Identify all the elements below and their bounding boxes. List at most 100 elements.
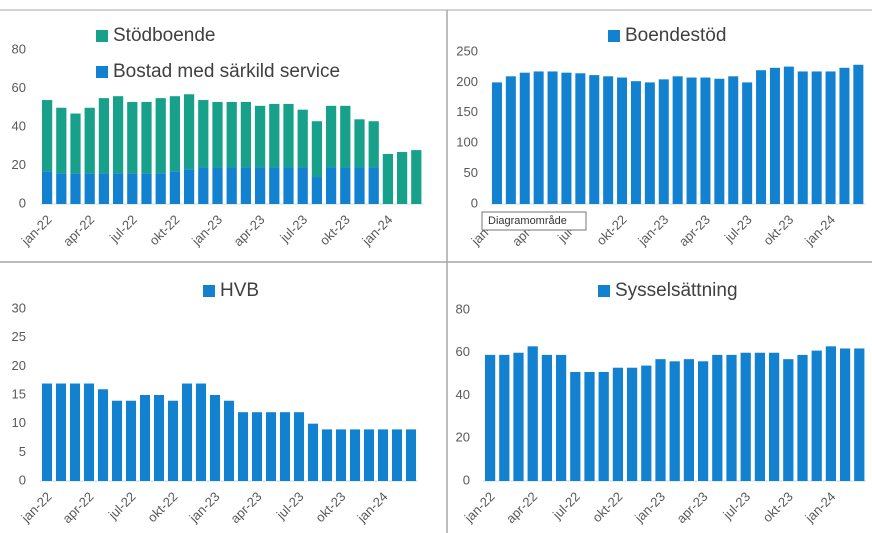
- bar: [783, 66, 794, 204]
- x-tick-label: okt-22: [589, 489, 625, 525]
- bar: [41, 383, 53, 481]
- bar: [405, 429, 417, 481]
- x-tick-label: okt-22: [144, 489, 180, 525]
- bar: [411, 150, 422, 204]
- bar: [853, 64, 864, 204]
- bar: [307, 423, 319, 481]
- bar: [672, 76, 683, 204]
- bar: [155, 98, 166, 174]
- bar: [825, 346, 837, 481]
- y-tick-label: 10: [12, 415, 26, 430]
- bar: [112, 173, 124, 204]
- bar: [98, 173, 110, 204]
- bar: [686, 77, 697, 204]
- bar: [70, 113, 81, 174]
- bar: [570, 371, 581, 481]
- bar: [519, 72, 530, 204]
- tooltip-box: [481, 211, 587, 231]
- y-tick-label: 80: [12, 41, 26, 56]
- bar: [555, 354, 567, 481]
- bar: [754, 352, 766, 481]
- x-tick-label: jan-22: [18, 489, 55, 526]
- bar: [69, 383, 81, 481]
- bar: [141, 101, 152, 174]
- bar: [41, 100, 53, 172]
- bar: [340, 167, 351, 204]
- bar: [195, 383, 207, 481]
- bar: [283, 103, 294, 168]
- y-tick-label: 250: [456, 43, 478, 58]
- y-tick-label: 15: [12, 386, 26, 401]
- bar: [141, 173, 152, 204]
- x-tick-label: apr-23: [673, 489, 710, 526]
- bar: [279, 412, 291, 481]
- bar: [223, 400, 235, 481]
- bar: [368, 121, 379, 168]
- bar: [183, 169, 195, 204]
- y-tick-label: 20: [12, 358, 26, 373]
- bar: [769, 67, 780, 204]
- bar: [183, 94, 195, 170]
- bar: [41, 171, 53, 204]
- bar: [382, 153, 394, 204]
- bar: [527, 346, 538, 481]
- y-tick-label: 40: [456, 387, 470, 402]
- bar: [212, 101, 223, 168]
- bar: [251, 412, 263, 481]
- bar: [321, 429, 333, 481]
- bar: [575, 73, 586, 204]
- bar: [325, 167, 337, 204]
- bar: [127, 173, 138, 204]
- x-tick-label: okt-22: [146, 212, 182, 248]
- bar: [254, 167, 266, 204]
- y-tick-label: 25: [12, 329, 26, 344]
- legend-swatch: [608, 30, 620, 42]
- bar: [354, 167, 365, 204]
- y-tick-label: 200: [456, 74, 478, 89]
- bar: [127, 101, 138, 174]
- bar: [84, 173, 95, 204]
- bar: [712, 354, 723, 481]
- bar: [584, 371, 595, 481]
- y-tick-label: 0: [471, 195, 478, 210]
- bar: [783, 359, 794, 481]
- bar: [377, 429, 389, 481]
- bar: [811, 350, 822, 481]
- x-tick-label: okt-23: [760, 489, 796, 525]
- bar: [756, 70, 767, 205]
- y-tick-label: 20: [12, 157, 26, 172]
- x-tick-label: jan-22: [461, 489, 498, 526]
- bar: [269, 103, 280, 168]
- bar: [112, 96, 124, 174]
- bar: [153, 395, 165, 481]
- bar: [311, 177, 323, 204]
- bar: [491, 82, 502, 204]
- bar: [742, 82, 753, 204]
- bar: [198, 100, 209, 168]
- bar: [240, 101, 252, 168]
- y-tick-label: 50: [464, 165, 478, 180]
- bar: [269, 167, 280, 204]
- x-tick-label: jan-24: [354, 489, 391, 526]
- legend-label: Stödboende: [113, 25, 216, 46]
- bar: [293, 412, 305, 481]
- legend-swatch: [96, 30, 108, 42]
- bar: [167, 400, 179, 481]
- y-tick-label: 100: [456, 135, 478, 150]
- x-tick-label: apr-23: [227, 489, 264, 526]
- bar: [499, 354, 510, 481]
- y-tick-label: 150: [456, 104, 478, 119]
- bar: [589, 75, 600, 204]
- bar: [297, 167, 308, 204]
- bar: [484, 354, 496, 481]
- bar: [311, 121, 323, 178]
- bar: [240, 167, 252, 204]
- bar: [368, 167, 379, 204]
- x-tick-label: okt-22: [593, 212, 629, 248]
- bar: [561, 72, 572, 204]
- bar: [811, 71, 822, 205]
- bar: [340, 105, 351, 168]
- bar: [212, 167, 223, 204]
- bar: [505, 76, 516, 204]
- bar: [603, 76, 614, 204]
